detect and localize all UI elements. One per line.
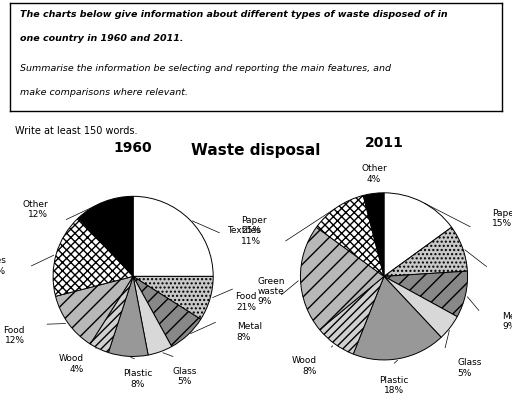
Wedge shape [319,277,384,354]
Wedge shape [109,277,148,356]
Text: Metal
9%: Metal 9% [502,311,512,330]
Title: 1960: 1960 [114,141,153,155]
Text: The charts below give information about different types of waste disposed of in: The charts below give information about … [20,9,447,19]
Text: Paper
15%: Paper 15% [492,208,512,228]
Wedge shape [56,277,133,344]
Text: Plastic
8%: Plastic 8% [123,368,153,388]
Text: Green
waste
9%: Green waste 9% [258,276,285,306]
Wedge shape [363,193,384,277]
Text: Waste disposal: Waste disposal [191,142,321,157]
Title: 2011: 2011 [365,135,403,150]
Wedge shape [301,228,384,330]
Wedge shape [353,277,441,360]
Text: Paper
25%: Paper 25% [242,215,267,235]
Wedge shape [133,277,201,347]
Wedge shape [78,197,133,277]
Wedge shape [90,277,133,353]
Text: Wood
8%: Wood 8% [292,355,317,375]
Text: Wood
4%: Wood 4% [59,354,84,373]
Wedge shape [133,277,172,355]
Wedge shape [316,196,384,277]
Text: Other
12%: Other 12% [23,199,48,219]
Text: make comparisons where relevant.: make comparisons where relevant. [20,88,188,97]
Text: Textiles
17%: Textiles 17% [0,256,6,275]
Text: Food
12%: Food 12% [3,325,25,345]
Wedge shape [384,228,467,277]
Text: Glass
5%: Glass 5% [458,357,482,377]
Wedge shape [133,277,213,320]
Text: Plastic
18%: Plastic 18% [379,375,409,394]
Wedge shape [384,193,452,277]
Text: Glass
5%: Glass 5% [173,366,197,385]
Text: Textiles
11%: Textiles 11% [227,226,261,245]
Wedge shape [53,218,133,297]
Text: one country in 1960 and 2011.: one country in 1960 and 2011. [20,34,184,43]
Text: Write at least 150 words.: Write at least 150 words. [15,126,138,136]
Wedge shape [384,271,467,317]
Wedge shape [384,277,457,337]
Text: Food
21%: Food 21% [234,292,256,311]
Text: Other
4%: Other 4% [361,164,387,183]
Text: Metal
8%: Metal 8% [237,322,262,341]
Wedge shape [133,197,213,277]
Text: Summarise the information be selecting and reporting the main features, and: Summarise the information be selecting a… [20,64,391,73]
